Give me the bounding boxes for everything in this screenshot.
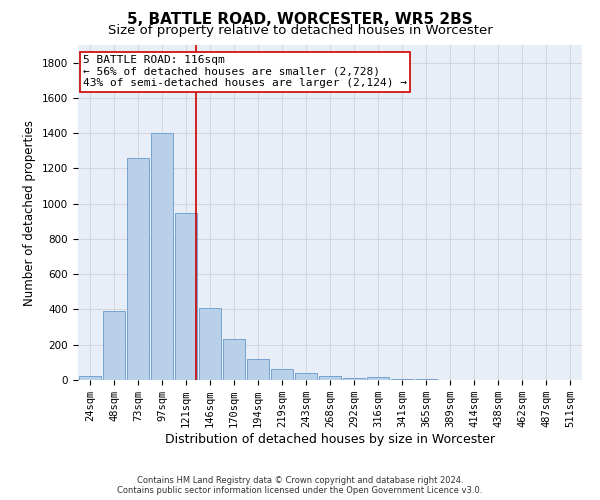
Y-axis label: Number of detached properties: Number of detached properties [23, 120, 37, 306]
Bar [247, 359, 269, 380]
Text: Size of property relative to detached houses in Worcester: Size of property relative to detached ho… [107, 24, 493, 37]
Bar [367, 378, 389, 380]
Bar [343, 378, 365, 380]
Bar [271, 368, 293, 380]
Text: 5 BATTLE ROAD: 116sqm
← 56% of detached houses are smaller (2,728)
43% of semi-d: 5 BATTLE ROAD: 116sqm ← 56% of detached … [83, 55, 407, 88]
Bar [79, 376, 101, 380]
Bar [127, 158, 149, 380]
Bar [295, 373, 317, 380]
Bar [415, 379, 437, 380]
Bar [151, 133, 173, 380]
Bar [391, 379, 413, 380]
Bar [103, 311, 125, 380]
Text: Contains HM Land Registry data © Crown copyright and database right 2024.
Contai: Contains HM Land Registry data © Crown c… [118, 476, 482, 495]
Bar [199, 308, 221, 380]
X-axis label: Distribution of detached houses by size in Worcester: Distribution of detached houses by size … [165, 433, 495, 446]
Bar [223, 340, 245, 380]
Bar [175, 212, 197, 380]
Bar [319, 376, 341, 380]
Text: 5, BATTLE ROAD, WORCESTER, WR5 2BS: 5, BATTLE ROAD, WORCESTER, WR5 2BS [127, 12, 473, 28]
